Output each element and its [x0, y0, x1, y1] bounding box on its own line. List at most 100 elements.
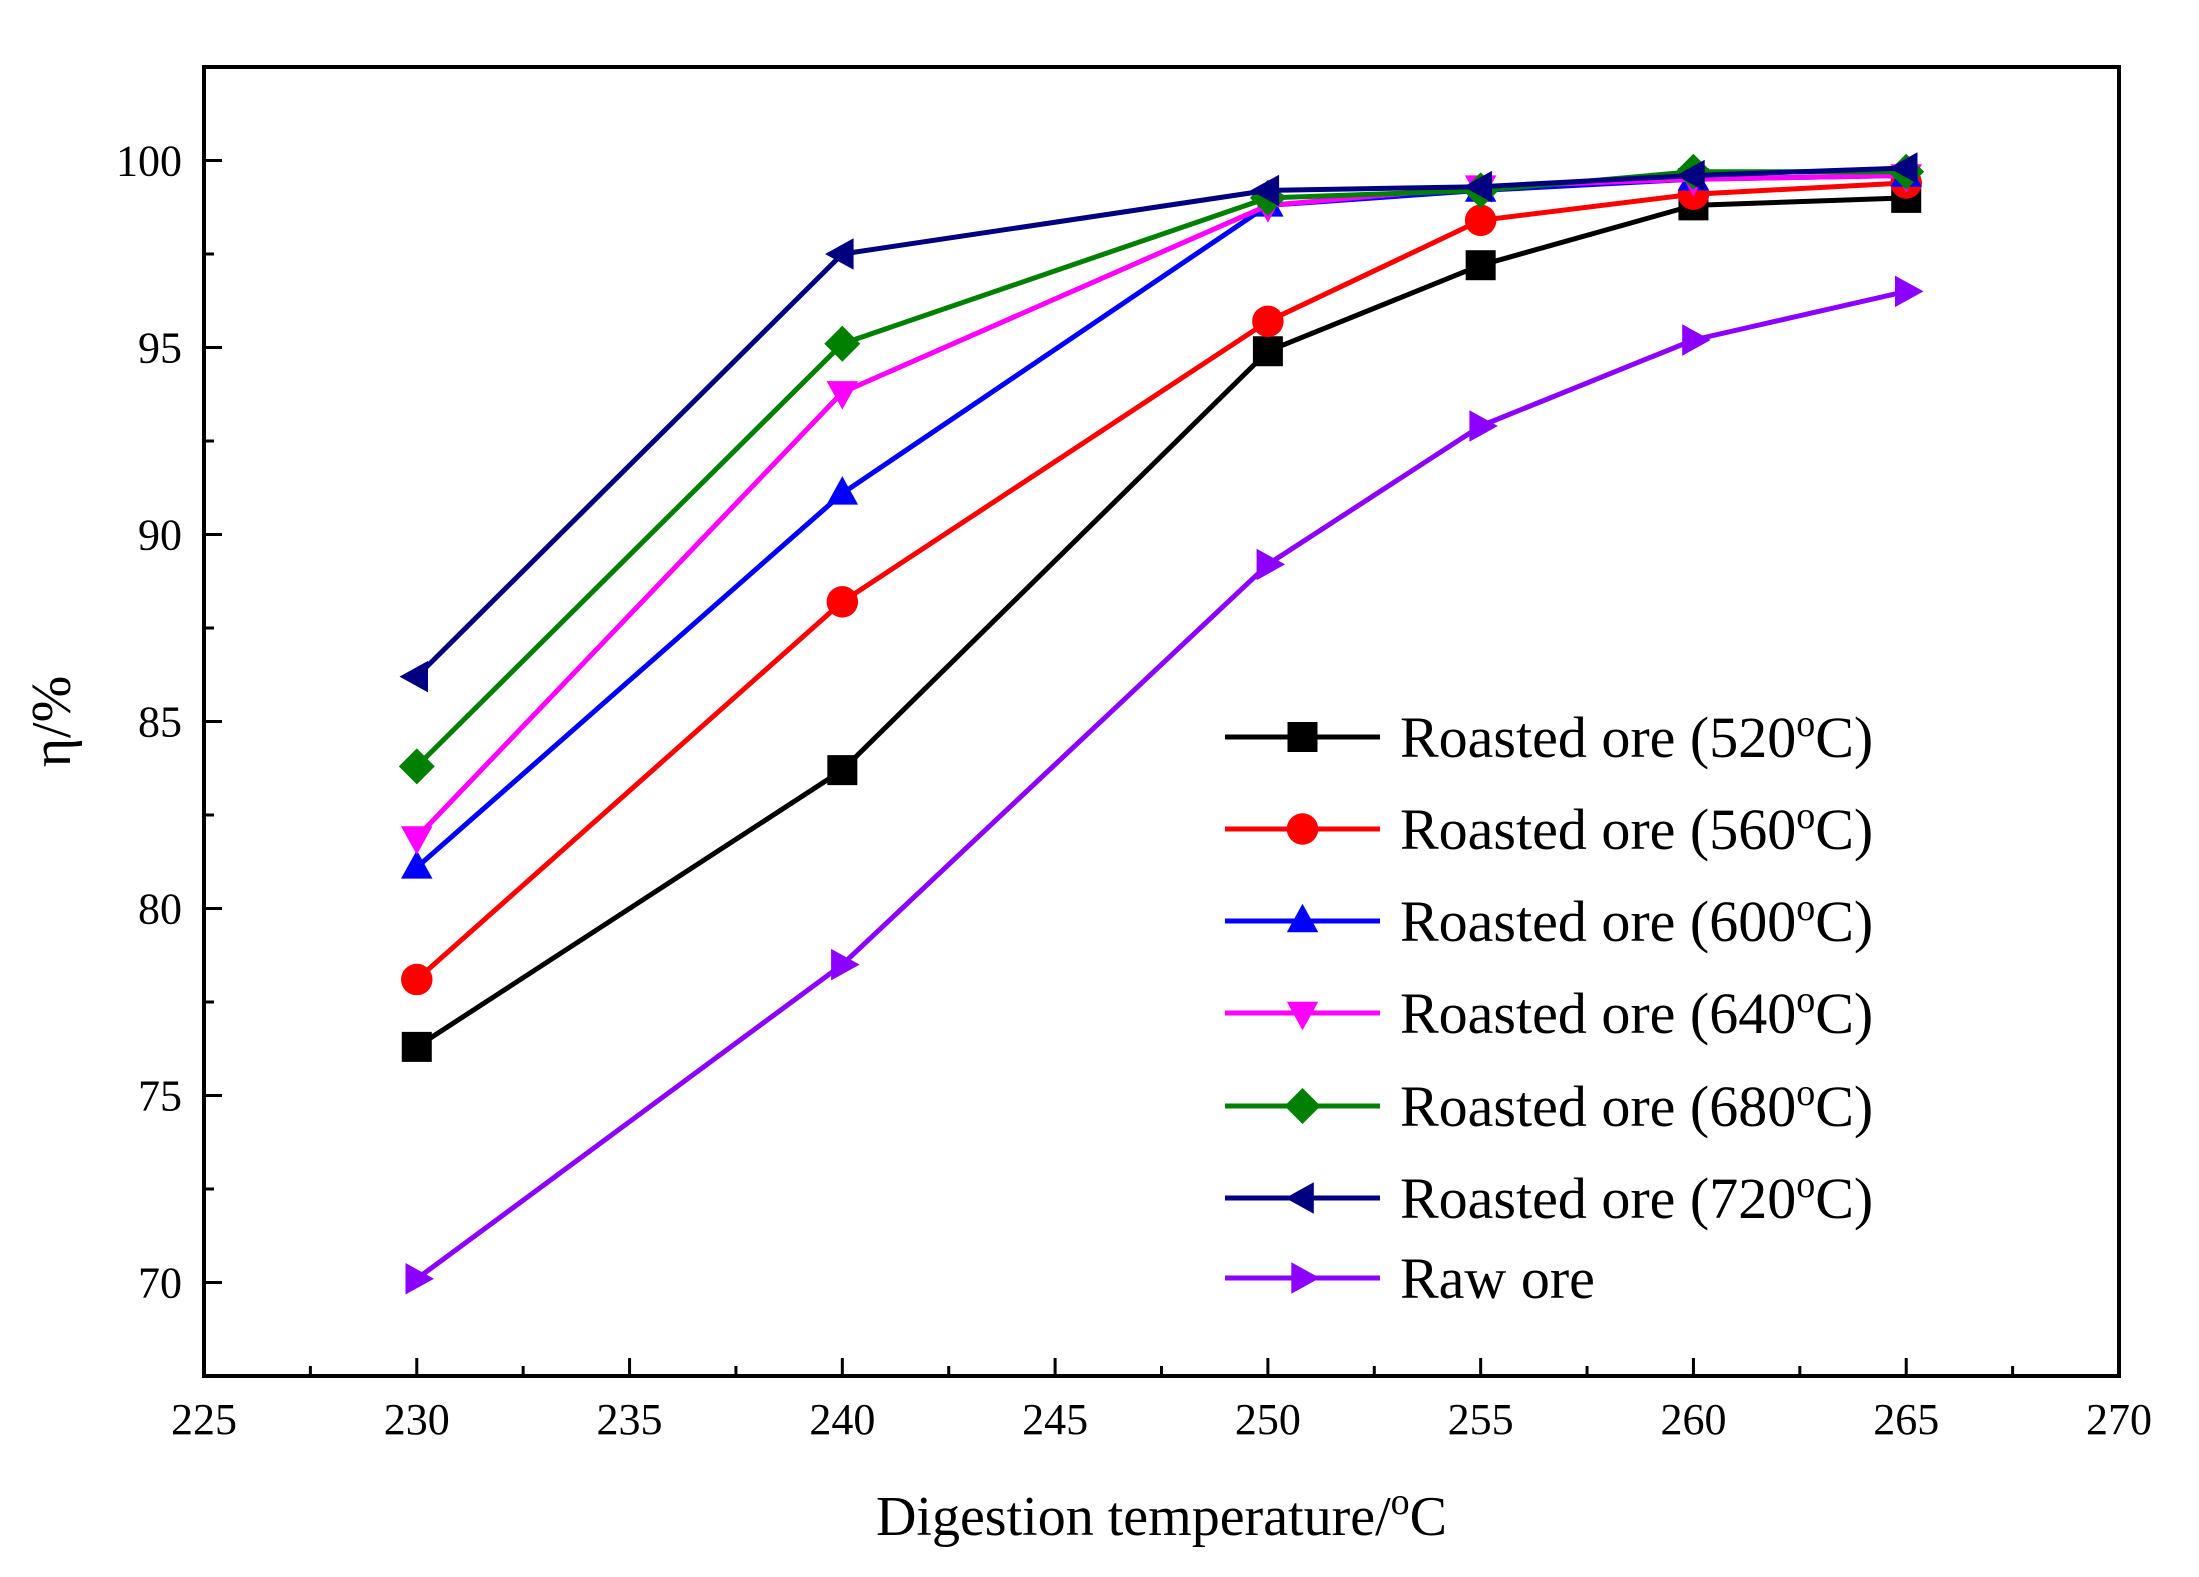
x-axis-title: Digestion temperature/oC [876, 1481, 1447, 1548]
legend-marker [1284, 1088, 1321, 1124]
y-tick-label: 85 [138, 698, 182, 747]
data-point [1889, 152, 1918, 184]
data-point [401, 963, 433, 996]
series-5 [398, 153, 1925, 785]
legend-label: Roasted ore (680oC) [1400, 1072, 1873, 1139]
data-point [405, 1263, 434, 1295]
y-tick-label: 75 [138, 1072, 182, 1121]
legend-label-tail: C) [1815, 705, 1873, 770]
legend-label-main: Raw ore [1400, 1246, 1595, 1311]
series-7 [405, 275, 1924, 1295]
legend-marker [1286, 903, 1319, 933]
data-point [1464, 204, 1497, 237]
y-tick-label: 100 [116, 137, 182, 186]
x-axis-title-sup: o [1391, 1481, 1410, 1523]
tick-labels-layer: 225 230 235 240 245 250 255 260 265 270 70 75 80 85 90… [116, 137, 2152, 1445]
y-tick-label: 90 [138, 511, 182, 560]
data-point [1895, 275, 1924, 308]
data-point [1250, 174, 1280, 207]
x-tick-label: 245 [1022, 1395, 1088, 1444]
data-point [826, 476, 859, 505]
legend-label: Raw ore [1400, 1246, 1595, 1311]
data-point [1469, 410, 1498, 442]
data-point [1256, 548, 1286, 581]
legend-label-sup: o [1796, 795, 1815, 837]
legend-label-main: Roasted ore (640 [1400, 981, 1796, 1046]
legend-label-sup: o [1796, 1164, 1815, 1206]
legend-label-main: Roasted ore (560 [1400, 797, 1796, 862]
series-layer [398, 152, 1925, 1295]
series-6 [399, 152, 1918, 693]
data-point [1682, 324, 1711, 356]
legend-label-main: Roasted ore (520 [1400, 705, 1796, 770]
data-point [1252, 336, 1283, 367]
x-tick-label: 250 [1235, 1395, 1301, 1444]
legend-item: Raw ore [1225, 1246, 1595, 1311]
data-point [1465, 250, 1496, 281]
legend-label-tail: C) [1815, 981, 1873, 1046]
data-point [1463, 170, 1492, 203]
legend-label-tail: C) [1815, 797, 1873, 862]
data-point [825, 238, 854, 270]
y-tick-label: 70 [138, 1259, 182, 1308]
legend-marker [1286, 813, 1319, 845]
legend-label-sup: o [1796, 703, 1815, 745]
legend-marker [1286, 1001, 1319, 1031]
series-line [415, 180, 1907, 982]
legend-label-main: Roasted ore (600 [1400, 889, 1796, 954]
y-axis-title: η/% [21, 676, 83, 768]
x-tick-label: 270 [2086, 1395, 2152, 1444]
data-point [401, 1031, 432, 1062]
legend-label-sup: o [1796, 1072, 1815, 1114]
data-point [824, 325, 861, 362]
legend-label: Roasted ore (720oC) [1400, 1164, 1873, 1231]
legend-label-main: Roasted ore (680 [1400, 1074, 1796, 1139]
data-point [1676, 159, 1705, 192]
x-axis-title-tail: C [1410, 1486, 1447, 1548]
legend-item: Roasted ore (600oC) [1225, 887, 1873, 954]
legend-marker [1285, 1182, 1314, 1214]
legend: Roasted ore (520oC)Roasted ore (560oC)Ro… [1225, 703, 1873, 1311]
legend-label: Roasted ore (600oC) [1400, 887, 1873, 954]
data-point [831, 948, 860, 981]
x-tick-label: 230 [384, 1395, 450, 1444]
x-tick-label: 255 [1448, 1395, 1514, 1444]
x-tick-label: 240 [809, 1395, 875, 1444]
legend-label: Roasted ore (520oC) [1400, 703, 1873, 770]
data-point [826, 586, 859, 618]
legend-label: Roasted ore (560oC) [1400, 795, 1873, 862]
legend-item: Roasted ore (560oC) [1225, 795, 1873, 862]
legend-label-tail: C) [1815, 1074, 1873, 1139]
legend-item: Roasted ore (520oC) [1225, 703, 1873, 770]
data-point [401, 850, 433, 879]
x-axis-title-main: Digestion temperature/ [876, 1486, 1391, 1548]
x-tick-label: 265 [1873, 1395, 1939, 1444]
x-tick-label: 225 [171, 1395, 237, 1444]
y-tick-label: 95 [138, 324, 182, 373]
data-point [398, 748, 435, 785]
data-point [826, 381, 859, 410]
data-point [827, 755, 858, 786]
legend-label-tail: C) [1815, 889, 1873, 954]
y-tick-label: 80 [138, 885, 182, 934]
legend-item: Roasted ore (680oC) [1225, 1072, 1873, 1139]
legend-marker [1291, 1262, 1320, 1294]
ticks-layer [202, 65, 2121, 1378]
legend-label: Roasted ore (640oC) [1400, 979, 1873, 1046]
x-tick-label: 235 [597, 1395, 663, 1444]
data-point [399, 660, 428, 693]
legend-label-main: Roasted ore (720 [1400, 1166, 1796, 1231]
legend-label-sup: o [1796, 887, 1815, 929]
series-line [415, 288, 1907, 1281]
legend-label-sup: o [1796, 979, 1815, 1021]
data-point [401, 826, 433, 855]
data-point [1252, 305, 1284, 338]
series-line [415, 195, 1907, 1049]
legend-marker [1287, 722, 1318, 752]
legend-item: Roasted ore (720oC) [1225, 1164, 1873, 1231]
series-line [415, 169, 1907, 769]
x-tick-label: 260 [1660, 1395, 1726, 1444]
legend-item: Roasted ore (640oC) [1225, 979, 1873, 1046]
